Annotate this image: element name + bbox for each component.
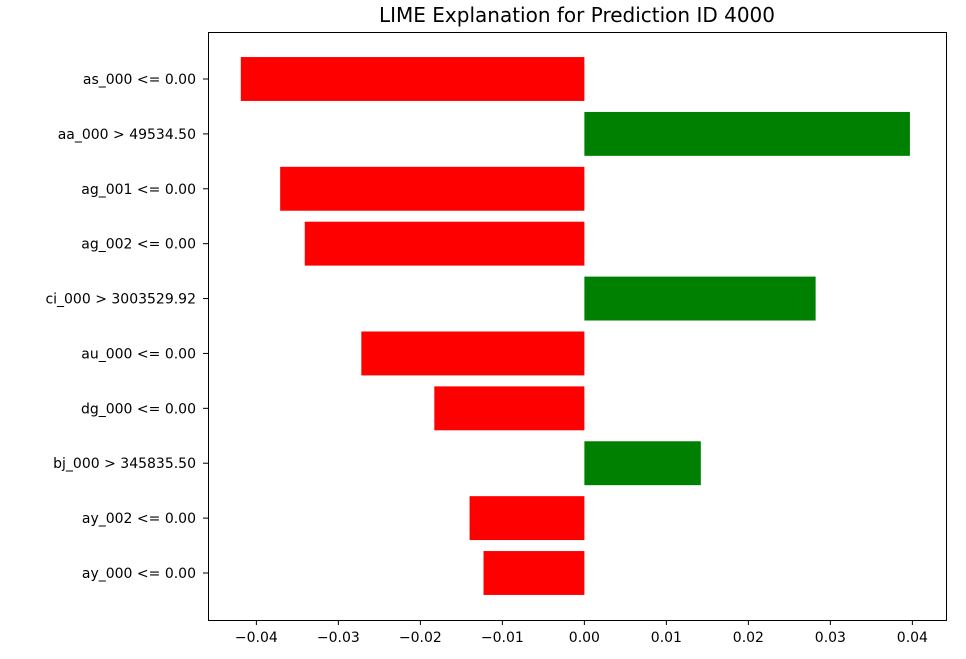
y-tick-label: ag_001 <= 0.00 — [81, 182, 196, 198]
y-tick-label: dg_000 <= 0.00 — [81, 401, 196, 417]
bar-2 — [280, 166, 585, 211]
x-tick-label: 0.01 — [651, 630, 682, 646]
x-tick-label: 0.03 — [815, 630, 846, 646]
y-tick-label: ag_002 <= 0.00 — [81, 237, 196, 253]
x-tick-label: −0.01 — [481, 630, 524, 646]
x-tick-label: −0.03 — [317, 630, 360, 646]
bar-1 — [584, 111, 910, 156]
bar-6 — [434, 386, 585, 431]
x-tick-label: −0.04 — [235, 630, 278, 646]
y-tick-label: aa_000 > 49534.50 — [58, 127, 196, 143]
y-tick-label: as_000 <= 0.00 — [83, 72, 196, 88]
y-axis-ticks: as_000 <= 0.00 aa_000 > 49534.50 ag_001 <=… — [45, 72, 208, 582]
y-tick-label: bj_000 > 345835.50 — [53, 456, 196, 472]
bar-4 — [584, 276, 816, 321]
y-tick-label: ay_002 <= 0.00 — [82, 511, 196, 527]
plot-frame — [208, 32, 947, 621]
bar-0 — [240, 57, 585, 101]
y-tick-label: ay_000 <= 0.00 — [82, 566, 196, 582]
bar-5 — [361, 331, 585, 376]
x-tick-label: 0.00 — [569, 630, 600, 646]
bars-layer — [240, 57, 910, 595]
bar-7 — [584, 441, 701, 486]
bar-3 — [304, 221, 585, 266]
y-tick-label: ci_000 > 3003529.92 — [45, 292, 196, 308]
bar-8 — [469, 496, 585, 541]
x-axis-ticks: −0.04 −0.03 −0.02 −0.01 0.00 0.01 0.02 0.03 0.04 — [235, 620, 928, 646]
x-tick-label: 0.02 — [733, 630, 764, 646]
y-tick-label: au_000 <= 0.00 — [81, 346, 196, 362]
x-tick-label: −0.02 — [399, 630, 442, 646]
chart-title: LIME Explanation for Prediction ID 4000 — [379, 3, 775, 27]
bar-9 — [483, 551, 585, 595]
x-tick-label: 0.04 — [897, 630, 928, 646]
